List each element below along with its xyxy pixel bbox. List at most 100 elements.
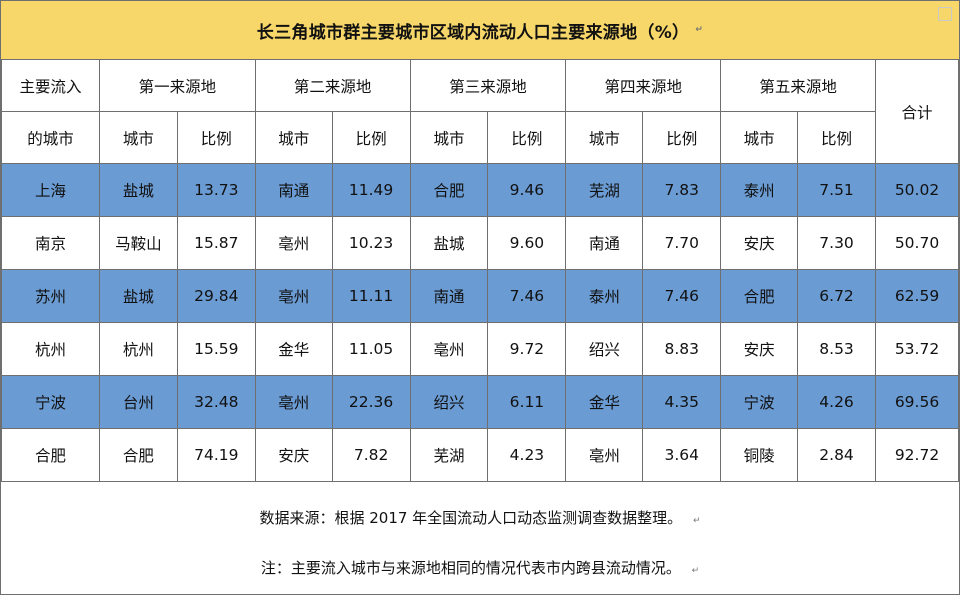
source-ratio: 9.60 (487, 216, 567, 270)
row-total: 50.02 (875, 163, 959, 217)
source-city: 金华 (254, 322, 333, 376)
table-row: 上海 盐城 13.73 南通 11.49 合肥 9.46 芜湖 7.83 泰州 7.51 50.02 (1, 163, 959, 217)
source-ratio: 10.23 (331, 216, 411, 270)
source-city: 马鞍山 (98, 216, 178, 270)
row-city: 宁波 (1, 375, 100, 429)
row-total: 69.56 (875, 375, 959, 429)
source-ratio: 22.36 (331, 375, 411, 429)
header-sub-city: 城市 (409, 111, 489, 164)
source-city: 宁波 (720, 375, 799, 429)
source-city: 南通 (409, 269, 489, 323)
source-city: 亳州 (254, 216, 333, 270)
footnote-text: 注：主要流入城市与来源地相同的情况代表市内跨县流动情况。 (260, 559, 681, 577)
source-ratio: 7.51 (797, 163, 876, 217)
source-ratio: 11.05 (331, 322, 411, 376)
table-title: 长三角城市群主要城市区域内流动人口主要来源地（%） (256, 22, 690, 43)
source-city: 金华 (565, 375, 644, 429)
table-row: 杭州 杭州 15.59 金华 11.05 亳州 9.72 绍兴 8.83 安庆 8.53 53.72 (1, 322, 959, 376)
header-sub-ratio: 比例 (642, 111, 722, 164)
source-ratio: 7.46 (487, 269, 567, 323)
source-city: 盐城 (98, 163, 178, 217)
paragraph-mark: ↵ (692, 516, 701, 526)
source-ratio: 4.26 (797, 375, 876, 429)
source-ratio: 29.84 (176, 269, 256, 323)
header-sub-city: 城市 (565, 111, 644, 164)
source-city: 安庆 (720, 216, 799, 270)
header-row-subcolumns: 的城市 城市 比例 城市 比例 城市 比例 城市 比例 城市 比例 (1, 111, 959, 164)
header-source-2: 第二来源地 (254, 59, 411, 112)
data-table: 主要流入 第一来源地 第二来源地 第三来源地 第四来源地 第五来源地 合计 的城… (1, 59, 959, 482)
row-city: 上海 (1, 163, 100, 217)
source-city: 亳州 (254, 269, 333, 323)
source-city: 亳州 (409, 322, 489, 376)
watermark (938, 7, 955, 21)
source-city: 亳州 (565, 428, 644, 482)
paragraph-mark: ↵ (691, 566, 700, 576)
source-ratio: 15.87 (176, 216, 256, 270)
table-title-bar: 长三角城市群主要城市区域内流动人口主要来源地（%） ↵ (1, 1, 959, 60)
header-city-line2: 的城市 (1, 111, 100, 164)
source-ratio: 4.35 (642, 375, 722, 429)
source-city: 泰州 (565, 269, 644, 323)
source-ratio: 74.19 (176, 428, 256, 482)
source-city: 杭州 (98, 322, 178, 376)
source-ratio: 9.72 (487, 322, 567, 376)
source-city: 盐城 (409, 216, 489, 270)
header-sub-city: 城市 (720, 111, 799, 164)
source-city: 合肥 (409, 163, 489, 217)
source-city: 绍兴 (565, 322, 644, 376)
header-sub-city: 城市 (254, 111, 333, 164)
header-sub-city: 城市 (98, 111, 178, 164)
source-ratio: 11.49 (331, 163, 411, 217)
header-sub-ratio: 比例 (797, 111, 876, 164)
header-source-1: 第一来源地 (98, 59, 256, 112)
source-ratio: 13.73 (176, 163, 256, 217)
source-ratio: 6.72 (797, 269, 876, 323)
source-ratio: 7.83 (642, 163, 722, 217)
source-ratio: 7.30 (797, 216, 876, 270)
source-ratio: 3.64 (642, 428, 722, 482)
source-ratio: 8.83 (642, 322, 722, 376)
row-total: 62.59 (875, 269, 959, 323)
data-source-note: 数据来源：根据 2017 年全国流动人口动态监测调查数据整理。 ↵ (1, 507, 959, 528)
source-ratio: 15.59 (176, 322, 256, 376)
source-city: 南通 (254, 163, 333, 217)
header-sub-ratio: 比例 (331, 111, 411, 164)
header-source-5: 第五来源地 (720, 59, 876, 112)
row-city: 苏州 (1, 269, 100, 323)
source-city: 安庆 (254, 428, 333, 482)
table-row: 合肥 合肥 74.19 安庆 7.82 芜湖 4.23 亳州 3.64 铜陵 2.84 92.72 (1, 428, 959, 482)
header-sub-ratio: 比例 (487, 111, 567, 164)
source-ratio: 2.84 (797, 428, 876, 482)
source-city: 亳州 (254, 375, 333, 429)
source-city: 合肥 (720, 269, 799, 323)
source-city: 芜湖 (409, 428, 489, 482)
header-sub-ratio: 比例 (176, 111, 256, 164)
table-row: 苏州 盐城 29.84 亳州 11.11 南通 7.46 泰州 7.46 合肥 6.72 62.59 (1, 269, 959, 323)
header-city-line1: 主要流入 (1, 59, 100, 112)
source-city: 绍兴 (409, 375, 489, 429)
source-ratio: 8.53 (797, 322, 876, 376)
row-total: 50.70 (875, 216, 959, 270)
footnote: 注：主要流入城市与来源地相同的情况代表市内跨县流动情况。 ↵ (1, 557, 959, 578)
table-row: 宁波 台州 32.48 亳州 22.36 绍兴 6.11 金华 4.35 宁波 4.26 69.56 (1, 375, 959, 429)
source-ratio: 6.11 (487, 375, 567, 429)
source-city: 合肥 (98, 428, 178, 482)
row-city: 合肥 (1, 428, 100, 482)
source-ratio: 7.70 (642, 216, 722, 270)
data-source-text: 数据来源：根据 2017 年全国流动人口动态监测调查数据整理。 (259, 509, 683, 527)
source-city: 南通 (565, 216, 644, 270)
row-total: 92.72 (875, 428, 959, 482)
row-total: 53.72 (875, 322, 959, 376)
source-ratio: 7.46 (642, 269, 722, 323)
source-city: 芜湖 (565, 163, 644, 217)
header-row-sources: 主要流入 第一来源地 第二来源地 第三来源地 第四来源地 第五来源地 合计 (1, 59, 959, 164)
header-source-4: 第四来源地 (565, 59, 722, 112)
source-ratio: 4.23 (487, 428, 567, 482)
source-city: 台州 (98, 375, 178, 429)
source-city: 铜陵 (720, 428, 799, 482)
source-ratio: 9.46 (487, 163, 567, 217)
source-city: 盐城 (98, 269, 178, 323)
source-ratio: 32.48 (176, 375, 256, 429)
source-city: 安庆 (720, 322, 799, 376)
